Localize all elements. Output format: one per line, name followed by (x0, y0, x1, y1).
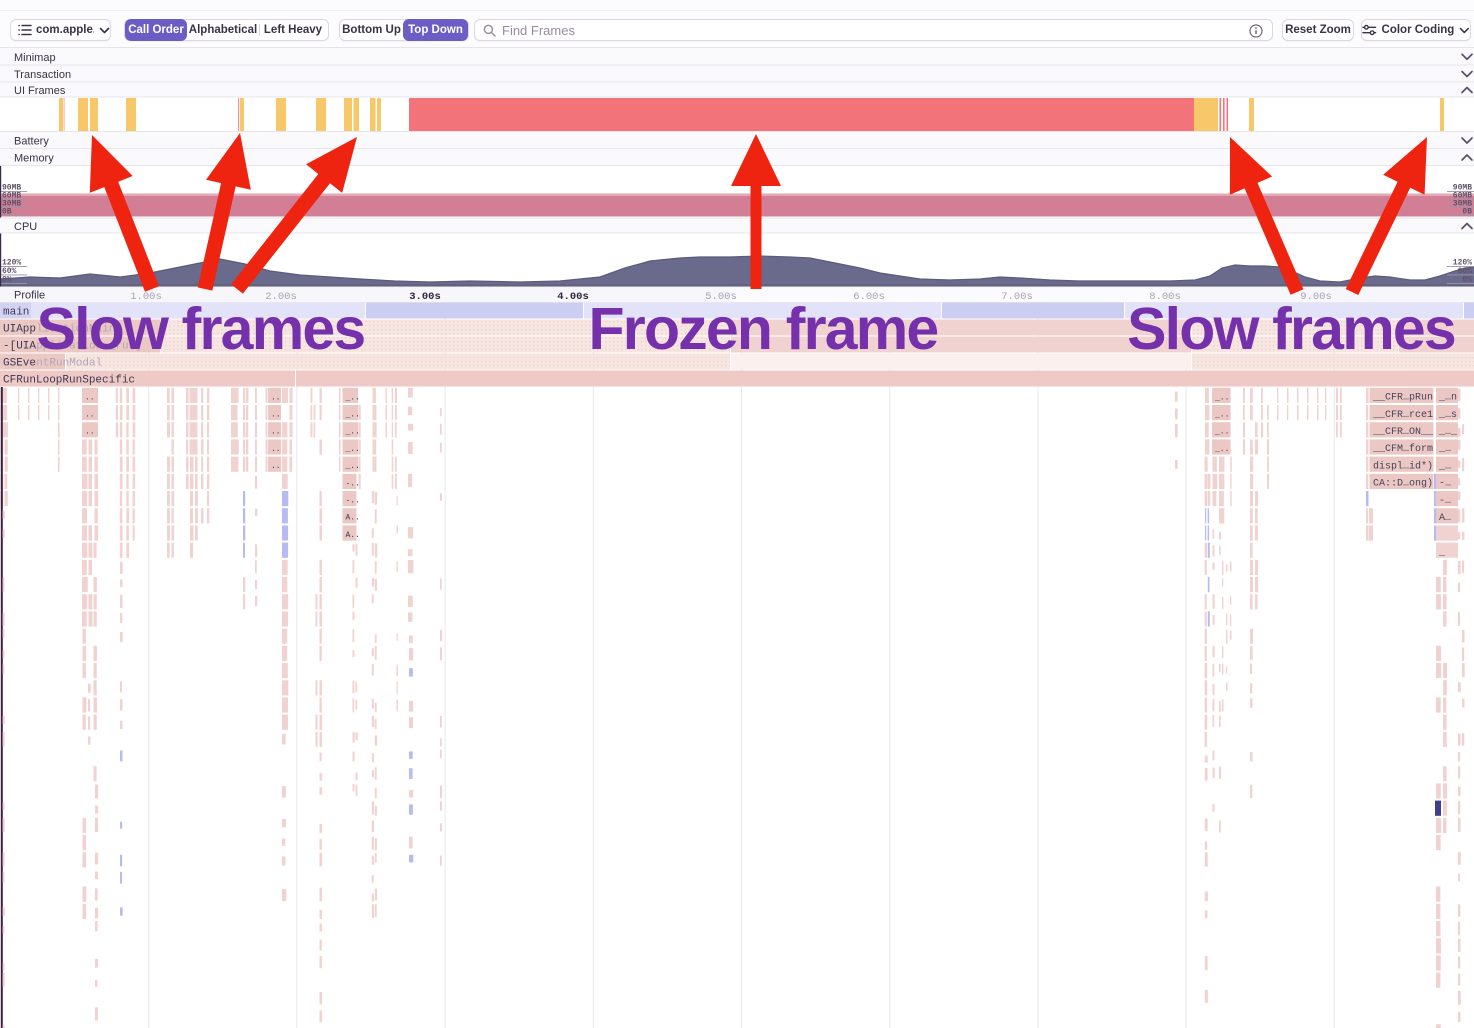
svg-text:_..: _.. (1214, 411, 1229, 420)
svg-text:0B: 0B (1462, 208, 1472, 217)
svg-text:__CFR…ON__: __CFR…ON__ (1372, 427, 1434, 438)
svg-text:Battery: Battery (14, 136, 49, 148)
svg-text:main: main (3, 307, 29, 319)
svg-text:90MB: 90MB (1453, 184, 1472, 193)
svg-text:_..: _.. (1214, 428, 1229, 437)
svg-text:A…: A… (1439, 513, 1451, 524)
svg-text:..: .. (85, 428, 95, 437)
svg-text:licationMain: licationMain (36, 324, 115, 336)
svg-text:-…: -… (1439, 496, 1451, 507)
svg-text:2.00s: 2.00s (265, 291, 297, 303)
svg-text:60MB: 60MB (1453, 192, 1472, 201)
svg-text:-..: -.. (346, 479, 360, 488)
svg-text:_..: _.. (1214, 393, 1229, 402)
svg-text:0%: 0% (1462, 276, 1472, 285)
svg-text:_…: _… (1438, 444, 1451, 455)
svg-text:..: .. (271, 411, 281, 420)
svg-text:..: .. (271, 393, 281, 402)
svg-text:1.00s: 1.00s (130, 291, 162, 303)
svg-text:30MB: 30MB (1453, 200, 1472, 209)
svg-text:5.00s: 5.00s (705, 291, 737, 303)
svg-text:_…: _… (1438, 461, 1451, 472)
svg-text:_..: _.. (345, 462, 360, 471)
svg-text:GSEve: GSEve (3, 358, 36, 370)
svg-text:..: .. (271, 445, 281, 454)
svg-text:__CFR…pRun: __CFR…pRun (1372, 393, 1433, 404)
svg-text:pplication _run]: pplication _run] (36, 341, 142, 353)
svg-text:_..: _.. (345, 445, 360, 454)
svg-text:9.00s: 9.00s (1300, 291, 1332, 303)
svg-text:UIApp: UIApp (3, 324, 36, 336)
svg-text:A..: A.. (346, 514, 360, 523)
svg-text:30MB: 30MB (2, 200, 21, 209)
svg-text:_..: _.. (1214, 445, 1229, 454)
svg-text:8.00s: 8.00s (1149, 291, 1181, 303)
svg-text:_: _ (1438, 547, 1446, 558)
svg-text:CPU: CPU (14, 221, 37, 233)
svg-text:_…n: _…n (1438, 393, 1457, 404)
svg-text:60%: 60% (2, 267, 17, 276)
svg-text:-..: -.. (346, 497, 360, 506)
svg-text:Transaction: Transaction (14, 69, 71, 81)
svg-text:Minimap: Minimap (14, 52, 56, 64)
svg-text:7.00s: 7.00s (1001, 291, 1033, 303)
svg-text:UI Frames: UI Frames (14, 85, 66, 97)
svg-text:60%: 60% (1458, 267, 1473, 276)
svg-text:_…s: _…s (1438, 410, 1457, 421)
svg-text:..: .. (271, 428, 281, 437)
svg-text:120%: 120% (1453, 259, 1472, 268)
svg-text:4.00s: 4.00s (557, 291, 589, 303)
svg-text:-[UIA: -[UIA (3, 341, 36, 353)
svg-text:..: .. (85, 393, 95, 402)
svg-text:Profile: Profile (14, 290, 45, 302)
svg-text:_..: _.. (345, 393, 360, 402)
svg-text:Frozen frame: Frozen frame (589, 296, 938, 362)
svg-text:__CFR…rce1: __CFR…rce1 (1372, 410, 1433, 421)
svg-text:-…: -… (1439, 479, 1451, 490)
svg-text:_..: _.. (345, 428, 360, 437)
svg-text:CFRunLoopRunSpecific: CFRunLoopRunSpecific (3, 375, 135, 387)
svg-text:Slow frames: Slow frames (37, 296, 365, 362)
svg-text:A..: A.. (346, 531, 360, 540)
svg-text:0%: 0% (2, 276, 12, 285)
svg-text:..: .. (271, 462, 281, 471)
svg-text:Memory: Memory (14, 153, 54, 165)
svg-text:60MB: 60MB (2, 192, 21, 201)
svg-text:_…_: _…_ (1438, 427, 1458, 438)
svg-text:90MB: 90MB (2, 184, 21, 193)
svg-text:0B: 0B (2, 208, 12, 217)
svg-text:ntRunModal: ntRunModal (36, 358, 102, 370)
svg-text:displ…id*): displ…id*) (1373, 460, 1433, 472)
svg-text:..: .. (85, 411, 95, 420)
svg-text:Slow frames: Slow frames (1127, 296, 1455, 362)
svg-text:__CFM…form: __CFM…form (1372, 443, 1433, 455)
svg-text:120%: 120% (2, 259, 21, 268)
svg-text:3.00s: 3.00s (409, 291, 441, 303)
svg-text:CA::D…ong): CA::D…ong) (1373, 478, 1433, 490)
svg-text:6.00s: 6.00s (853, 291, 885, 303)
svg-text:_..: _.. (345, 411, 360, 420)
